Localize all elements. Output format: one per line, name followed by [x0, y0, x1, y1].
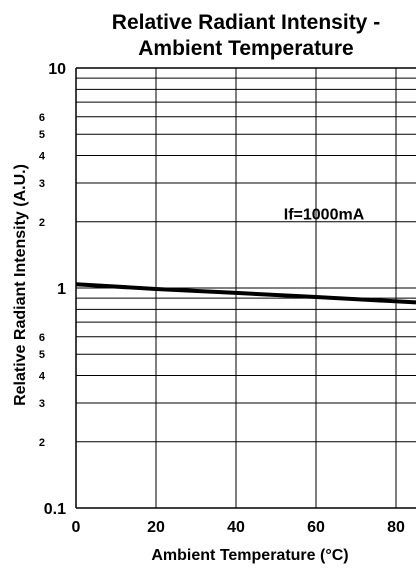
- x-axis-label: Ambient Temperature (°C): [151, 547, 348, 564]
- y-tick-label-minor: 5: [39, 129, 45, 141]
- chart-title-line-2: Ambient Temperature: [138, 37, 354, 60]
- y-tick-label-minor: 6: [39, 332, 45, 344]
- annotations: If=1000mA: [284, 206, 365, 223]
- x-tick-label: 60: [307, 519, 325, 536]
- y-tick-label-minor: 2: [39, 217, 45, 229]
- x-tick-label: 0: [72, 519, 81, 536]
- x-tick-label: 40: [227, 519, 245, 536]
- y-tick-label-minor: 2: [39, 437, 45, 449]
- annotation-label: If=1000mA: [284, 206, 365, 223]
- y-tick-label-major: 1: [57, 281, 66, 298]
- series-lines: [75, 282, 416, 305]
- y-tick-label-minor: 3: [39, 178, 45, 190]
- y-tick-label-minor: 4: [39, 371, 46, 383]
- y-axis-label: Relative Radiant Intensity (A.U.): [12, 164, 29, 406]
- y-tick-label-major: 10: [48, 61, 66, 78]
- y-tick-label-major: 0.1: [44, 501, 66, 518]
- x-tick-label: 80: [387, 519, 405, 536]
- series-line: [75, 282, 416, 305]
- y-tick-label-minor: 6: [39, 112, 45, 124]
- y-tick-labels: 0.1 1 10 2 3 4 5 6 2 3 4 5 6: [39, 61, 66, 518]
- y-tick-label-minor: 3: [39, 398, 45, 410]
- x-tick-labels: 0 20 40 60 80: [72, 519, 405, 536]
- x-tick-label: 20: [147, 519, 165, 536]
- y-tick-label-minor: 5: [39, 349, 45, 361]
- y-tick-label-minor: 4: [39, 151, 46, 163]
- chart-title-line-1: Relative Radiant Intensity -: [112, 11, 380, 34]
- grid-lines: [75, 67, 416, 509]
- plot-frame: [75, 67, 416, 509]
